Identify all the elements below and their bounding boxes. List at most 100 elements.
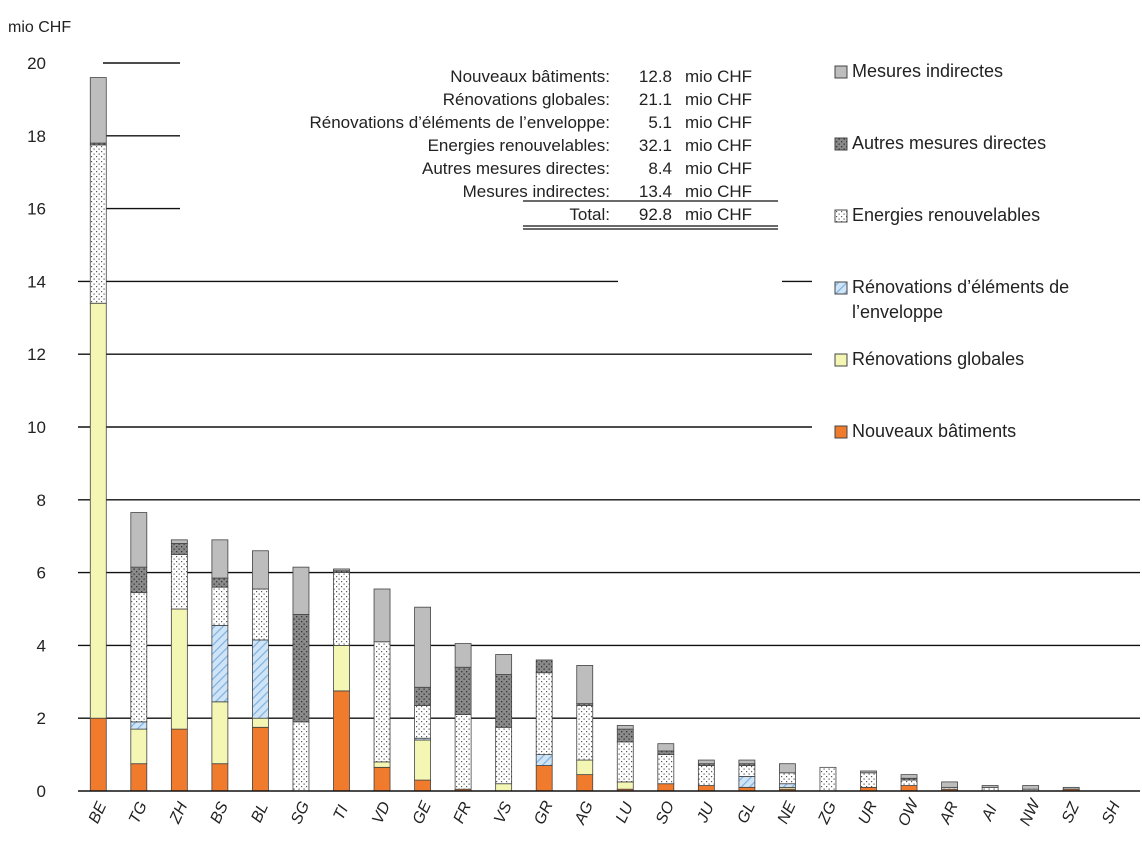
bar-segment-tg-s4 [130,566,148,594]
bar-segment-zh-s0 [170,728,188,792]
legend-swatch [834,209,848,223]
x-tick-label: SZ [1059,799,1084,826]
bar-segment-vd-s3 [373,641,391,763]
y-tick-label: 12 [27,345,46,364]
bar-stack-be [89,77,107,792]
bar-segment-gl-s3 [738,765,756,777]
bar-stack-ar [941,781,958,792]
x-tick-label: GE [410,799,435,827]
bar-segment-bs-s0 [211,763,229,792]
bar-segment-zh-s3 [170,554,188,610]
bar-segment-gl-s2 [738,776,756,788]
x-tick-label: BL [248,800,272,825]
bar-stack-ur [860,770,877,792]
x-tick-label: OW [895,795,923,829]
y-tick-label: 0 [37,782,46,801]
bar-segment-ur-s3 [860,772,877,788]
bars [89,77,1080,792]
bar-segment-gr-s3 [535,672,553,756]
bar-segment-be-s3 [89,144,107,304]
bar-segment-sg-s4 [292,614,310,723]
bar-stack-ne [779,763,796,792]
bar-stack-ai [981,785,999,792]
summary-value-total: 92.8 [639,205,672,224]
bar-stack-ow [900,774,918,792]
y-tick-label: 4 [37,636,46,655]
bar-segment-ow-s3 [900,779,918,786]
bar-segment-sg-s5 [292,566,310,615]
bar-stack-gl [738,759,756,792]
bar-segment-vs-s1 [495,783,513,792]
bar-segment-gr-s0 [535,765,553,792]
x-tick-label: NW [1017,795,1044,828]
bar-segment-vd-s0 [373,766,391,792]
bar-segment-lu-s4 [616,728,634,743]
bar-segment-fr-s5 [454,643,472,668]
bar-segment-ti-s1 [333,645,350,692]
bar-segment-ne-s5 [779,763,796,774]
summary-label-1: Rénovations globales: [443,90,610,109]
bar-segment-ju-s5 [697,759,715,765]
bar-segment-zg-s3 [819,766,837,792]
legend-label: Rénovations d’éléments de [852,277,1069,297]
bar-segment-ow-s0 [900,785,918,792]
y-tick-label: 6 [37,564,46,583]
bar-segment-lu-s1 [616,781,634,790]
x-tick-label: AI [979,802,1001,824]
x-tick-label: AR [936,799,961,828]
y-axis-unit-label: mio CHF [8,19,71,36]
summary-label-3: Energies renouvelables: [428,136,610,155]
bar-segment-bl-s5 [252,550,269,590]
x-tick-label: GR [531,798,557,827]
bar-segment-sg-s3 [292,721,310,792]
bar-stack-nw [1022,785,1040,792]
bar-segment-ne-s2 [779,783,796,788]
bar-segment-bs-s3 [211,586,229,626]
summary-value-1: 21.1 [639,90,672,109]
bar-segment-zh-s4 [170,543,188,555]
bar-segment-so-s4 [657,750,675,756]
x-tick-label: BS [207,799,232,826]
legend-label: Autres mesures directes [852,133,1046,153]
bar-segment-be-s5 [89,77,107,144]
bar-stack-ti [333,568,350,792]
bar-segment-gr-s4 [535,659,553,674]
bar-segment-vd-s1 [373,761,391,768]
bar-segment-so-s5 [657,743,675,752]
bar-segment-so-s0 [657,783,675,792]
bar-stack-gr [535,659,553,792]
summary-unit-5: mio CHF [685,182,752,201]
bar-stack-zg [819,766,837,792]
x-tick-label: VS [491,799,516,826]
bar-stack-vs [495,654,513,792]
bar-segment-gl-s5 [738,759,756,765]
bar-segment-ge-s0 [414,779,431,792]
summary-unit-3: mio CHF [685,136,752,155]
bar-segment-ow-s5 [900,774,918,779]
bar-segment-ju-s0 [697,785,715,792]
summary-unit-2: mio CHF [685,113,752,132]
bar-segment-ti-s0 [333,690,350,792]
x-tick-label: VD [369,799,394,827]
bar-segment-ur-s5 [860,770,877,774]
bar-segment-bs-s2 [211,624,229,703]
x-tick-label: UR [856,798,881,827]
bar-segment-tg-s2 [130,721,148,730]
y-tick-label: 16 [27,200,46,219]
bar-segment-ar-s5 [941,781,958,788]
bar-segment-tg-s3 [130,592,148,723]
legend-swatch [834,281,848,295]
bar-segment-bs-s4 [211,577,229,588]
summary-label-0: Nouveaux bâtiments: [450,67,610,86]
y-tick-label: 8 [37,491,46,510]
summary-value-5: 13.4 [639,182,672,201]
summary-label-total: Total: [569,205,610,224]
summary-label-4: Autres mesures directes: [422,159,610,178]
legend-swatch [834,137,848,151]
x-tick-label: TI [331,802,353,823]
legend-label: Energies renouvelables [852,205,1040,225]
bar-segment-nw-s5 [1022,785,1040,790]
bar-stack-tg [130,512,148,792]
x-tick-label: BE [86,799,111,826]
bar-segment-ti-s5 [333,568,350,572]
